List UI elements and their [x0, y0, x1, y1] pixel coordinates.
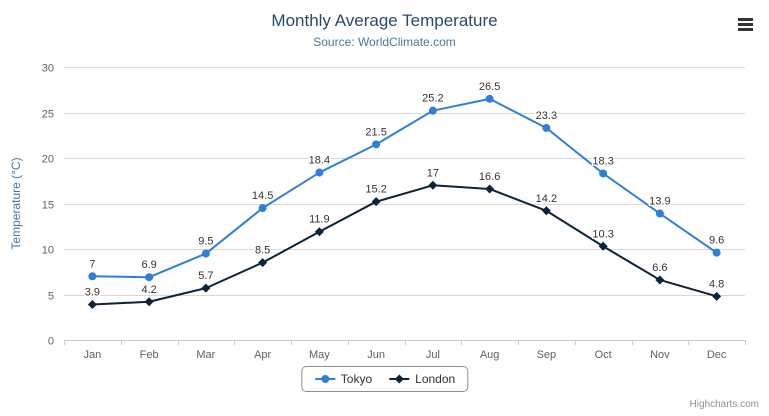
data-label: 6.9 — [141, 259, 156, 271]
y-axis-tick-label: 30 — [42, 63, 54, 75]
point-marker-london[interactable] — [712, 291, 722, 301]
data-label: 10.3 — [592, 228, 613, 240]
hamburger-menu-icon — [738, 17, 753, 21]
point-marker-tokyo[interactable] — [372, 140, 381, 149]
data-label: 16.6 — [479, 171, 500, 183]
point-marker-london[interactable] — [485, 184, 495, 194]
data-label: 4.2 — [141, 284, 156, 296]
point-marker-tokyo[interactable] — [145, 273, 154, 282]
point-marker-tokyo[interactable] — [599, 169, 608, 178]
point-marker-london[interactable] — [258, 258, 268, 268]
data-label: 26.5 — [479, 81, 500, 93]
point-marker-london[interactable] — [144, 297, 154, 307]
legend-item-london[interactable]: London — [388, 372, 455, 386]
point-marker-london[interactable] — [541, 206, 551, 216]
legend-label-london: London — [415, 372, 456, 386]
x-axis-tick-label: Jan — [84, 349, 102, 361]
x-axis-tick-label: Nov — [650, 349, 670, 361]
data-label: 18.3 — [592, 155, 613, 167]
series-line-london[interactable] — [91, 184, 718, 306]
x-axis-tick-label: Feb — [140, 349, 159, 361]
data-label: 4.8 — [709, 278, 724, 290]
y-axis-tick-label: 10 — [42, 245, 54, 257]
x-axis-tick-label: Aug — [480, 349, 500, 361]
y-axis-tick-label: 5 — [48, 291, 54, 303]
point-marker-tokyo[interactable] — [655, 209, 664, 218]
point-marker-tokyo[interactable] — [542, 123, 551, 132]
data-label: 9.5 — [198, 236, 213, 248]
x-axis-tick-label: Sep — [537, 349, 557, 361]
export-menu-button[interactable] — [733, 6, 759, 28]
point-marker-tokyo[interactable] — [428, 106, 437, 115]
data-label: 5.7 — [198, 270, 213, 282]
x-axis-tick-label: Oct — [595, 349, 612, 361]
x-axis-tick-label: Apr — [254, 349, 271, 361]
point-marker-london[interactable] — [201, 283, 211, 293]
x-axis-tick-label: Jul — [426, 349, 440, 361]
highcharts-credits-link[interactable]: Highcharts.com — [689, 399, 759, 410]
data-label: 14.2 — [536, 193, 557, 205]
point-marker-tokyo[interactable] — [201, 249, 210, 258]
y-axis-tick-label: 15 — [42, 200, 54, 212]
point-marker-tokyo[interactable] — [315, 168, 324, 177]
data-label: 11.9 — [309, 214, 330, 226]
data-label: 9.6 — [709, 235, 724, 247]
data-label: 17 — [427, 167, 439, 179]
x-axis-tick-label: Dec — [707, 349, 727, 361]
data-label: 3.9 — [85, 287, 100, 299]
data-label: 6.6 — [652, 262, 667, 274]
x-axis-tick-label: May — [309, 349, 330, 361]
data-label: 13.9 — [649, 196, 670, 208]
x-axis-tick-label: Jun — [367, 349, 385, 361]
data-label: 25.2 — [422, 93, 443, 105]
y-axis-tick-label: 20 — [42, 154, 54, 166]
y-axis-tick-label: 0 — [48, 336, 54, 348]
plot-area: 0 5 10 15 20 25 30 Jan Feb Mar Apr May Jun Jul Aug Sep O… — [9, 63, 746, 361]
data-label: 21.5 — [365, 126, 386, 138]
legend-label-tokyo: Tokyo — [340, 372, 373, 386]
legend-circle-marker-icon — [314, 375, 335, 383]
point-marker-london[interactable] — [314, 227, 324, 237]
data-label: 7 — [89, 258, 95, 270]
data-label: 23.3 — [536, 110, 557, 122]
point-marker-london[interactable] — [428, 180, 438, 190]
y-axis-tick-label: 25 — [42, 109, 54, 121]
legend-diamond-marker-icon — [389, 374, 410, 384]
x-axis-tick-label: Mar — [196, 349, 215, 361]
series-line-tokyo[interactable] — [91, 97, 718, 279]
point-marker-london[interactable] — [655, 275, 665, 285]
y-axis-title: Temperature (°C) — [9, 157, 23, 249]
point-marker-tokyo[interactable] — [485, 94, 494, 103]
point-marker-london[interactable] — [598, 241, 608, 251]
point-marker-london[interactable] — [371, 197, 381, 207]
data-label: 14.5 — [252, 190, 273, 202]
data-label: 15.2 — [365, 184, 386, 196]
point-marker-tokyo[interactable] — [712, 248, 721, 257]
point-marker-tokyo[interactable] — [258, 204, 267, 213]
data-label: 8.5 — [255, 245, 270, 257]
chart-title: Monthly Average Temperature — [271, 11, 498, 30]
point-marker-london[interactable] — [87, 300, 97, 310]
legend-item-tokyo[interactable]: Tokyo — [314, 372, 372, 386]
legend: Tokyo London — [300, 366, 469, 392]
chart-subtitle: Source: WorldClimate.com — [313, 35, 456, 49]
data-label: 18.4 — [309, 155, 330, 167]
point-marker-tokyo[interactable] — [88, 272, 97, 281]
